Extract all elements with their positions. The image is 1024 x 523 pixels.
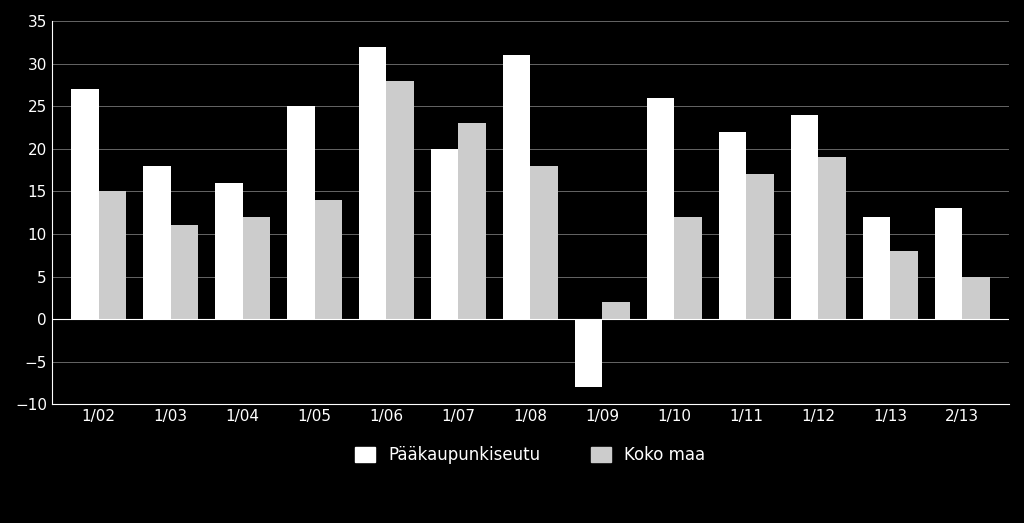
Bar bbox=[890, 251, 918, 319]
Bar bbox=[98, 191, 126, 319]
Bar bbox=[72, 89, 98, 319]
Bar bbox=[215, 183, 243, 319]
Bar bbox=[575, 319, 602, 388]
Bar bbox=[818, 157, 846, 319]
Bar bbox=[143, 166, 171, 319]
Bar bbox=[503, 55, 530, 319]
Bar bbox=[863, 217, 890, 319]
Bar bbox=[963, 277, 989, 319]
Bar bbox=[602, 302, 630, 319]
Bar bbox=[171, 225, 198, 319]
Bar bbox=[647, 98, 675, 319]
Bar bbox=[935, 209, 963, 319]
Bar bbox=[431, 149, 459, 319]
Legend: Pääkaupunkiseutu, Koko maa: Pääkaupunkiseutu, Koko maa bbox=[347, 438, 714, 473]
Bar bbox=[359, 47, 386, 319]
Bar bbox=[459, 123, 485, 319]
Bar bbox=[243, 217, 270, 319]
Bar bbox=[719, 132, 746, 319]
Bar bbox=[746, 174, 774, 319]
Bar bbox=[675, 217, 701, 319]
Bar bbox=[314, 200, 342, 319]
Bar bbox=[791, 115, 818, 319]
Bar bbox=[530, 166, 558, 319]
Bar bbox=[287, 106, 314, 319]
Bar bbox=[386, 81, 414, 319]
